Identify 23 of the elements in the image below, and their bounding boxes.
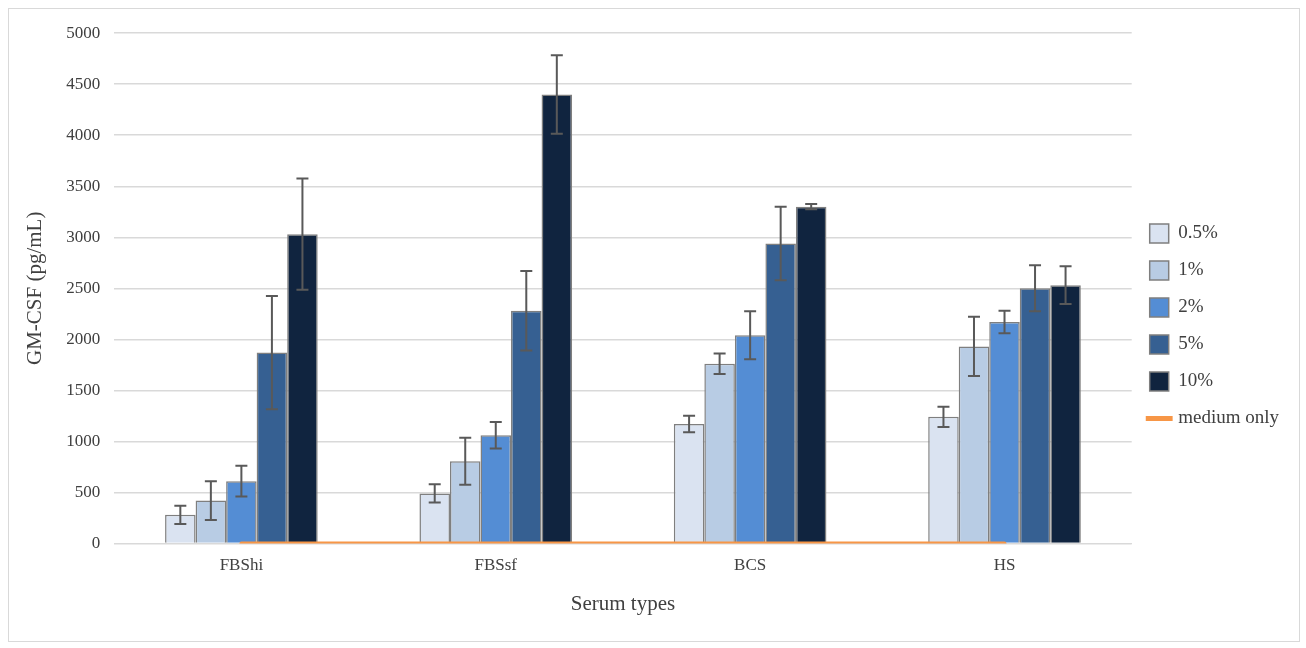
y-tick-label: 2500 (66, 277, 101, 297)
y-axis-title: GM-CSF (pg/mL) (22, 211, 47, 366)
legend-label: 10% (1178, 369, 1214, 391)
y-tick-label: 1500 (66, 379, 101, 399)
x-tick-label: FBShi (219, 555, 264, 575)
y-tick-label: 4000 (66, 124, 101, 144)
y-tick-label: 2000 (66, 328, 101, 348)
x-axis-title: Serum types (570, 590, 676, 615)
y-tick-label: 3000 (66, 226, 101, 246)
legend-label: 0.5% (1178, 221, 1218, 243)
legend-label: 5% (1178, 332, 1204, 354)
x-tick-label: HS (993, 555, 1016, 575)
y-tick-label: 0 (91, 532, 101, 552)
y-tick-label: 5000 (66, 22, 101, 42)
y-tick-label: 4500 (66, 73, 101, 93)
y-tick-label: 3500 (66, 175, 101, 195)
y-tick-label: 1000 (66, 430, 101, 450)
legend-label: 1% (1178, 258, 1204, 280)
legend-label: 2% (1178, 295, 1204, 317)
x-tick-label: FBSsf (474, 555, 518, 575)
x-tick-label: BCS (734, 555, 767, 575)
y-tick-label: 500 (74, 481, 101, 501)
legend-label: medium only (1178, 406, 1280, 428)
